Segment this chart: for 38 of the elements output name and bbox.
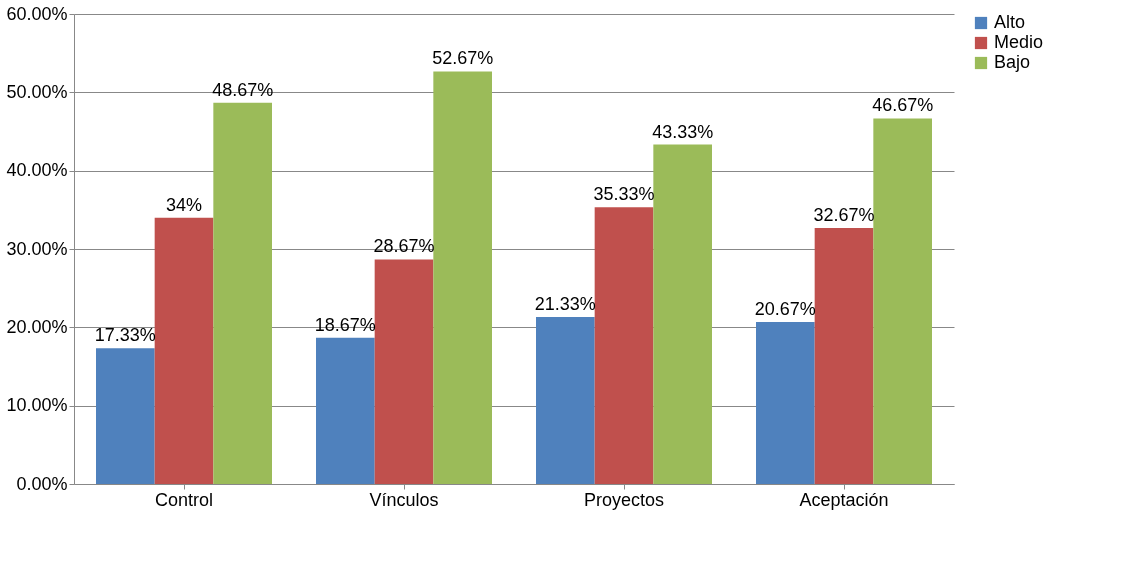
bar <box>653 144 712 484</box>
x-tick-label: Control <box>154 489 214 510</box>
bar <box>814 228 874 484</box>
data-label: 43.33% <box>652 121 714 142</box>
data-label: 28.67% <box>373 236 435 257</box>
data-label: 32.67% <box>813 205 875 226</box>
bar <box>213 102 272 484</box>
y-tick-label: 30.00% <box>6 238 68 259</box>
legend-label: Alto <box>994 12 1026 32</box>
data-label: 17.33% <box>94 325 156 346</box>
bar <box>433 71 492 484</box>
bar <box>756 322 815 484</box>
x-tick-label: Proyectos <box>583 489 665 510</box>
bar <box>594 207 654 484</box>
data-label: 18.67% <box>314 314 376 335</box>
legend-label: Bajo <box>994 52 1031 72</box>
bar <box>536 316 595 484</box>
legend-label: Medio <box>994 32 1044 52</box>
bar <box>96 348 155 484</box>
data-label: 46.67% <box>872 95 934 116</box>
y-tick-label: 0.00% <box>16 473 68 494</box>
y-tick-label: 20.00% <box>6 316 68 337</box>
y-tick-label: 60.00% <box>6 3 68 24</box>
data-label: 20.67% <box>754 299 816 320</box>
x-tick-label: Vínculos <box>369 489 439 510</box>
bar <box>374 259 434 484</box>
bar <box>154 217 214 484</box>
data-label: 34% <box>165 194 203 215</box>
bar <box>873 118 932 484</box>
y-tick-label: 40.00% <box>6 160 68 181</box>
data-label: 35.33% <box>593 184 655 205</box>
x-tick-label: Aceptación <box>799 489 889 510</box>
bar <box>316 337 375 484</box>
data-label: 21.33% <box>534 293 596 314</box>
y-tick-label: 10.00% <box>6 395 68 416</box>
data-label: 48.67% <box>212 79 274 100</box>
data-label: 52.67% <box>432 48 494 69</box>
y-tick-label: 50.00% <box>6 81 68 102</box>
